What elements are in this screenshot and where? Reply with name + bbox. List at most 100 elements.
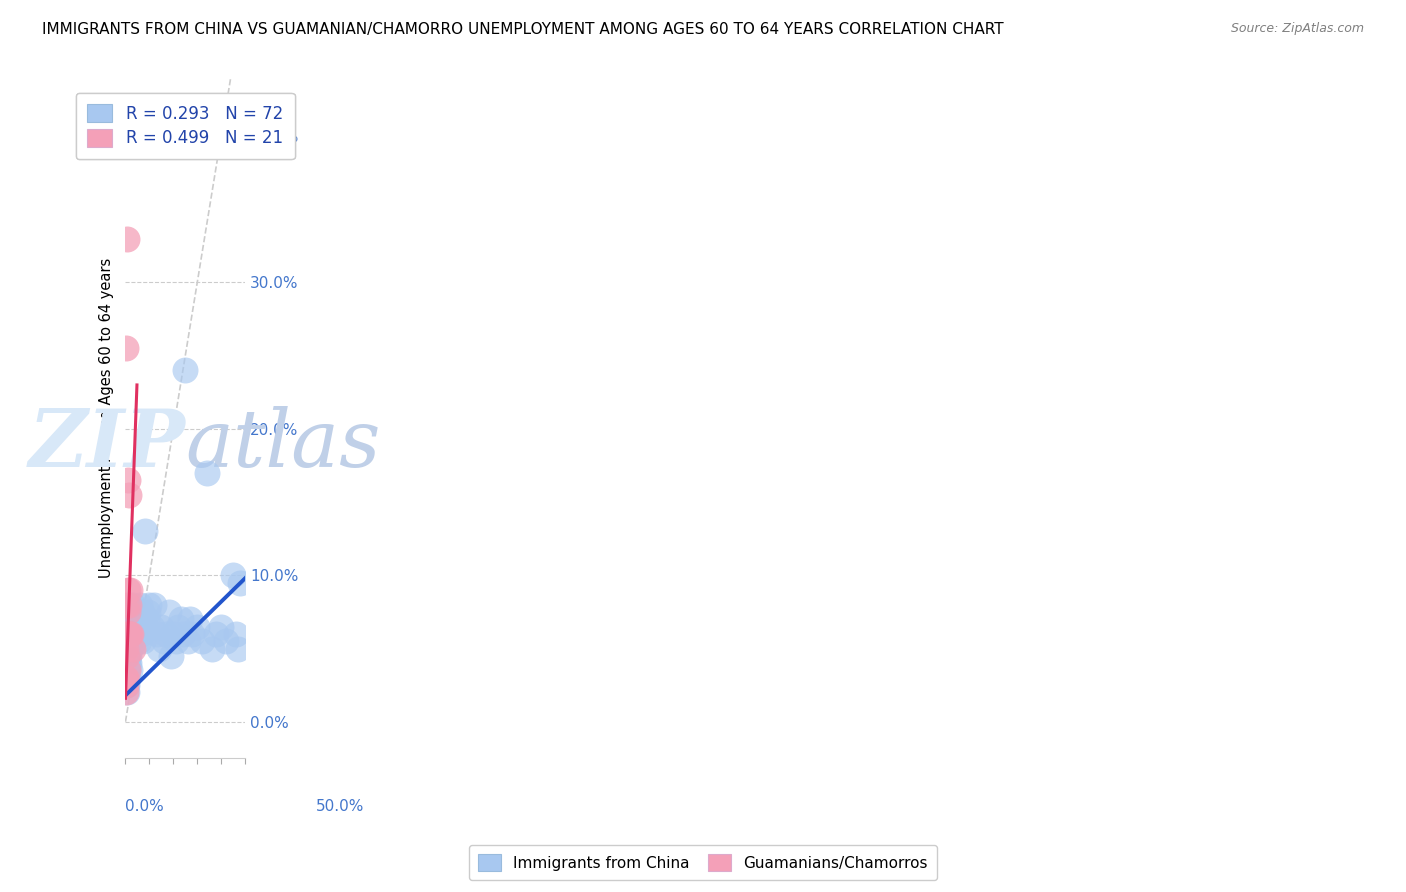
Point [181,627,204,641]
Point [115,231,138,245]
Point [120,605,142,619]
Point [118,648,141,663]
Point [117,685,139,699]
Point [117,664,139,678]
Point [129,627,152,641]
Point [115,664,138,678]
Point [186,619,208,633]
Point [117,627,139,641]
Point [115,685,138,699]
Point [115,678,138,692]
Point [118,582,141,597]
Point [179,612,201,626]
Point [114,664,136,678]
Text: 50.0%: 50.0% [316,799,364,814]
Point [201,641,224,656]
Point [117,582,139,597]
Point [117,634,139,648]
Point [150,619,173,633]
Point [115,634,138,648]
Point [176,634,198,648]
Point [169,612,191,626]
Point [115,671,138,685]
Point [115,671,138,685]
Point [117,648,139,663]
Point [141,619,163,633]
Point [136,605,159,619]
Point [134,524,156,539]
Point [167,619,190,633]
Point [132,634,155,648]
Point [155,627,177,641]
Point [118,488,141,502]
Point [115,598,138,612]
Point [191,634,214,648]
Point [118,641,141,656]
Point [135,619,157,633]
Point [115,648,138,663]
Point [115,342,138,356]
Point [120,627,142,641]
Point [124,627,146,641]
Point [117,627,139,641]
Point [172,627,194,641]
Point [120,664,142,678]
Point [115,648,138,663]
Point [128,634,150,648]
Legend: R = 0.293   N = 72, R = 0.499   N = 21: R = 0.293 N = 72, R = 0.499 N = 21 [76,93,295,159]
Point [131,605,153,619]
Text: IMMIGRANTS FROM CHINA VS GUAMANIAN/CHAMORRO UNEMPLOYMENT AMONG AGES 60 TO 64 YEA: IMMIGRANTS FROM CHINA VS GUAMANIAN/CHAMO… [42,22,1004,37]
Point [226,641,249,656]
Point [115,656,138,670]
Point [229,575,252,590]
Point [114,678,136,692]
Point [117,634,139,648]
Point [115,641,138,656]
Point [115,671,138,685]
Point [117,473,139,487]
Point [195,466,218,480]
Point [136,612,159,626]
Point [117,664,139,678]
Point [117,605,139,619]
Point [143,598,166,612]
Text: ZIP: ZIP [28,407,186,483]
Point [117,671,139,685]
Point [157,605,180,619]
Point [120,612,142,626]
Point [222,568,245,582]
Point [148,641,170,656]
Point [115,678,138,692]
Y-axis label: Unemployment Among Ages 60 to 64 years: Unemployment Among Ages 60 to 64 years [100,258,114,578]
Point [145,627,167,641]
Legend: Immigrants from China, Guamanians/Chamorros: Immigrants from China, Guamanians/Chamor… [470,845,936,880]
Point [205,627,228,641]
Point [122,634,145,648]
Point [118,627,141,641]
Point [128,598,150,612]
Point [121,641,143,656]
Point [215,634,238,648]
Point [209,619,232,633]
Point [160,648,183,663]
Point [115,627,138,641]
Point [117,656,139,670]
Point [225,627,247,641]
Point [121,598,143,612]
Point [115,619,138,633]
Point [138,598,160,612]
Text: atlas: atlas [186,407,381,483]
Point [125,619,148,633]
Text: 0.0%: 0.0% [125,799,165,814]
Point [162,627,184,641]
Point [165,634,187,648]
Point [118,656,141,670]
Point [115,641,138,656]
Point [120,627,142,641]
Point [174,363,197,377]
Text: Source: ZipAtlas.com: Source: ZipAtlas.com [1230,22,1364,36]
Point [121,627,143,641]
Point [118,598,141,612]
Point [152,634,174,648]
Point [127,612,149,626]
